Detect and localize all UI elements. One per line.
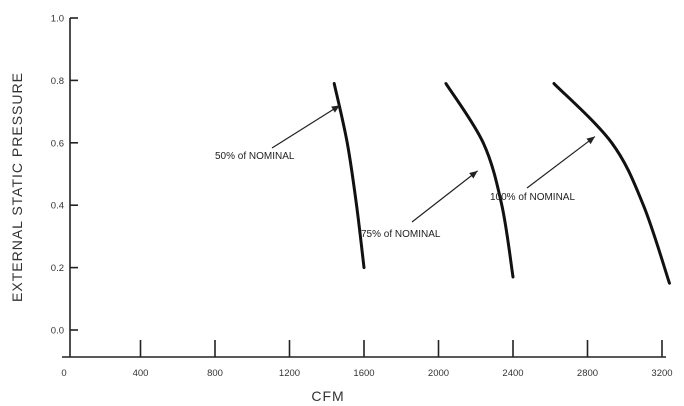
ticks-group: 0 400 800 1200 1600 2000 2400 2800 3200 0.0 0.2 0.4… xyxy=(51,14,673,380)
annotation-arrowhead-3 xyxy=(586,136,595,145)
annotation-label-1: 50% of NOMINAL xyxy=(215,151,295,162)
x-tick-label-2400: 2400 xyxy=(502,368,523,379)
x-tick-label-2800: 2800 xyxy=(577,368,598,379)
x-tick-label-2000: 2000 xyxy=(428,368,449,379)
y-tick-label-0.2: 0.2 xyxy=(51,263,64,274)
annotation-arrowhead-2 xyxy=(469,170,478,179)
annotation-label-3: 100% of NOMINAL xyxy=(490,192,575,203)
y-tick-label-0.4: 0.4 xyxy=(51,201,64,212)
x-tick-label-800: 800 xyxy=(207,368,223,379)
curve-3 xyxy=(552,82,671,285)
x-tick-label-0: 0 xyxy=(61,368,66,379)
annotation-arrowhead-1 xyxy=(331,105,340,113)
y-tick-label-0.6: 0.6 xyxy=(51,138,64,149)
annotations-group: 50% of NOMINAL 75% of NOMINAL 100% of NOMI… xyxy=(215,104,596,240)
x-tick-label-3200: 3200 xyxy=(651,368,672,379)
x-tick-label-1200: 1200 xyxy=(279,368,300,379)
y-axis-title: EXTERNAL STATIC PRESSURE xyxy=(9,72,25,302)
curve-1 xyxy=(332,82,366,270)
annotation-arrow-2 xyxy=(411,170,478,223)
annotation-label-2: 75% of NOMINAL xyxy=(361,229,441,240)
y-tick-label-0.8: 0.8 xyxy=(51,76,64,87)
y-tick-label-0.0: 0.0 xyxy=(51,326,64,337)
annotation-arrow-3 xyxy=(526,136,596,189)
y-tick-label-1.0: 1.0 xyxy=(51,14,64,25)
x-tick-label-400: 400 xyxy=(133,368,149,379)
x-tick-label-1600: 1600 xyxy=(353,368,374,379)
annotation-arrow-1 xyxy=(271,104,341,149)
curves-group xyxy=(332,82,671,285)
curve-2 xyxy=(444,82,515,279)
x-axis-title: CFM xyxy=(311,388,344,404)
